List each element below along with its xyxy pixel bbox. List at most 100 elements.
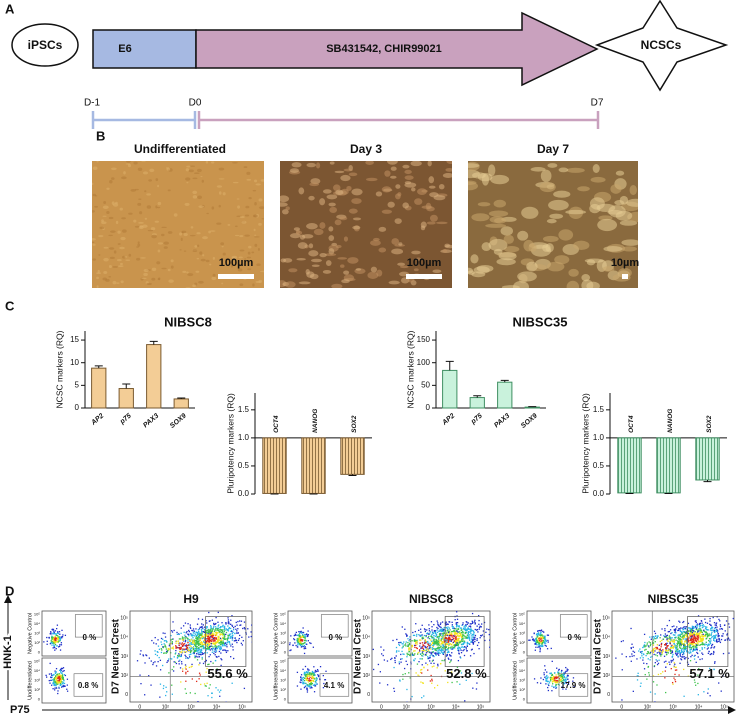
category-label: SOX9 (520, 413, 539, 430)
cell (225, 258, 230, 261)
cell-dot (699, 632, 701, 634)
cell-dot (218, 636, 220, 638)
cell-dot (59, 649, 62, 651)
cell-dot (199, 651, 201, 654)
cell-dot (409, 638, 411, 641)
cell (96, 272, 102, 275)
cell-dot (414, 630, 416, 633)
cell-dot (230, 645, 232, 647)
cell-dot (433, 635, 435, 637)
cell-dot (664, 636, 666, 638)
cell-dot (56, 677, 58, 679)
cell-dot (531, 638, 534, 641)
cell-dot (211, 648, 213, 650)
cell-dot (434, 631, 437, 633)
cell-dot (692, 645, 694, 648)
cell (322, 269, 332, 274)
cell-dot (460, 651, 463, 654)
cell (390, 166, 397, 171)
cell-dot (171, 647, 173, 650)
cell-dot (666, 645, 668, 648)
cell-dot (59, 675, 61, 677)
cell-dot (200, 626, 202, 628)
cell-dot (727, 637, 729, 639)
cell-dot (315, 678, 317, 680)
cell-dot (432, 648, 435, 650)
cell-dot (691, 669, 693, 671)
cell-dot (53, 678, 55, 680)
cell-dot (450, 646, 452, 648)
cell-dot (232, 627, 235, 629)
cell-dot (216, 641, 219, 644)
cell-dot (539, 649, 541, 651)
cell-dot (465, 631, 468, 634)
cell-dot (673, 625, 675, 627)
cell-dot (216, 645, 218, 647)
cell-dot (317, 675, 320, 677)
cell-dot (247, 628, 249, 630)
cell-dot (711, 627, 713, 629)
cell-dot (447, 647, 450, 649)
cell-dot (190, 634, 193, 637)
cell-dot (481, 634, 484, 636)
cell-dot (229, 633, 232, 635)
cell-dot (188, 635, 190, 637)
cell-dot (431, 666, 433, 668)
cell (289, 168, 300, 173)
cell-dot (457, 659, 460, 662)
cell-dot (207, 630, 209, 633)
cell-dot (205, 685, 207, 687)
cell-dot (674, 628, 677, 631)
cell-dot (209, 684, 211, 686)
cell-dot (187, 644, 190, 646)
cell-dot (440, 626, 442, 629)
cell-dot (709, 623, 711, 625)
cell-dot (184, 639, 187, 642)
cell-dot (708, 644, 710, 646)
cell-dot (539, 632, 542, 634)
cell-dot (443, 648, 445, 650)
cell-dot (652, 675, 655, 677)
cell-dot (392, 639, 394, 642)
cell-dot (690, 638, 692, 641)
cell-dot (692, 650, 694, 652)
cell-dot (451, 621, 453, 623)
cell-dot (539, 641, 541, 644)
y-tick-label: 10 (70, 358, 79, 367)
cell-dot (707, 692, 709, 694)
cell-dot (308, 679, 310, 681)
cell-dot (216, 668, 218, 670)
cell-dot (648, 674, 651, 676)
cell-dot (192, 643, 194, 645)
cell-dot (226, 637, 229, 640)
cell-dot (706, 645, 709, 647)
cell-dot (190, 651, 192, 653)
cell-dot (414, 658, 416, 660)
cell-dot (157, 639, 159, 641)
cell-dot (466, 623, 468, 625)
cell-dot (448, 631, 451, 633)
cell-dot (631, 643, 633, 645)
cell-dot (372, 668, 375, 671)
cell-dot (56, 637, 58, 639)
cell (298, 281, 311, 285)
cell-dot (448, 651, 450, 653)
cell (253, 236, 260, 238)
cell-dot (58, 678, 60, 680)
cell-dot (553, 676, 556, 679)
cell-dot (699, 640, 701, 643)
cell-dot (198, 653, 200, 656)
cell-dot (216, 632, 219, 634)
cell-dot (479, 625, 481, 627)
error-bar (664, 492, 673, 494)
cell-dot (201, 637, 203, 640)
cell (573, 240, 590, 251)
cell-dot (443, 651, 445, 653)
cell-dot (695, 624, 698, 626)
cell-dot (689, 646, 691, 648)
cell-dot (695, 633, 697, 636)
cell-dot (459, 648, 461, 650)
cell-dot (62, 678, 65, 681)
cell-dot (666, 634, 668, 637)
cell-dot (438, 649, 441, 651)
